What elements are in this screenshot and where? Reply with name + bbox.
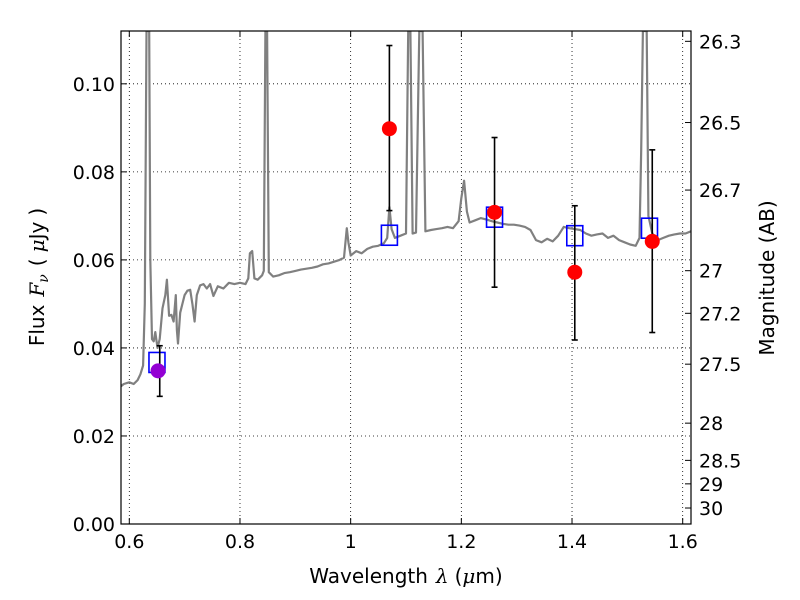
y2-tick-label: 27	[699, 261, 723, 283]
x-tick-label: 1.4	[557, 531, 587, 553]
x-tick-label: 1.6	[668, 531, 698, 553]
y2-tick-label: 28.5	[699, 450, 741, 472]
model-bandpass-square	[380, 224, 399, 247]
y2-tick-label: 26.3	[699, 31, 741, 53]
y-axis-label: FluxFν(μJy)	[25, 208, 52, 346]
y2-tick-label: 30	[699, 498, 723, 520]
x-tick-label: 1.2	[446, 531, 476, 553]
model-spectrum-line	[121, 31, 691, 388]
y2-tick-label: 26.7	[699, 180, 741, 202]
plot-frame	[120, 30, 692, 525]
observed-flux-point	[644, 233, 660, 249]
x-tick-label: 0.8	[225, 531, 255, 553]
observed-flux-point	[567, 264, 583, 280]
observed-flux-point	[487, 204, 503, 220]
y2-axis-label: Magnitude (AB)	[755, 200, 779, 355]
y-tick-label: 0.02	[73, 426, 115, 448]
observed-flux-point	[150, 363, 166, 379]
y-tick-label: 0.04	[73, 338, 115, 360]
y-tick-label: 0.10	[73, 74, 115, 96]
x-axis-label: Wavelength λ (μm)	[309, 564, 502, 588]
x-tick-label: 1	[345, 531, 357, 553]
data-layer	[121, 31, 691, 398]
y-tick-label: 0.00	[73, 514, 115, 536]
y2-tick-label: 28	[699, 413, 723, 435]
y2-tick-label: 29	[699, 474, 723, 496]
gridlines	[121, 31, 691, 525]
y2-tick-label: 27.2	[699, 303, 741, 325]
y2-tick-label: 27.5	[699, 354, 741, 376]
x-tick-label: 0.6	[114, 531, 144, 553]
observed-flux-point	[381, 121, 397, 137]
tick-marks	[121, 31, 691, 525]
tick-labels: 0.6 0.8 1 1.2 1.4 1.6 0.00 0.02 0.04 0.06 0.08 0.10…	[73, 31, 742, 553]
y2-tick-label: 26.5	[699, 113, 741, 135]
y-tick-label: 0.08	[73, 162, 115, 184]
y-tick-label: 0.06	[73, 250, 115, 272]
